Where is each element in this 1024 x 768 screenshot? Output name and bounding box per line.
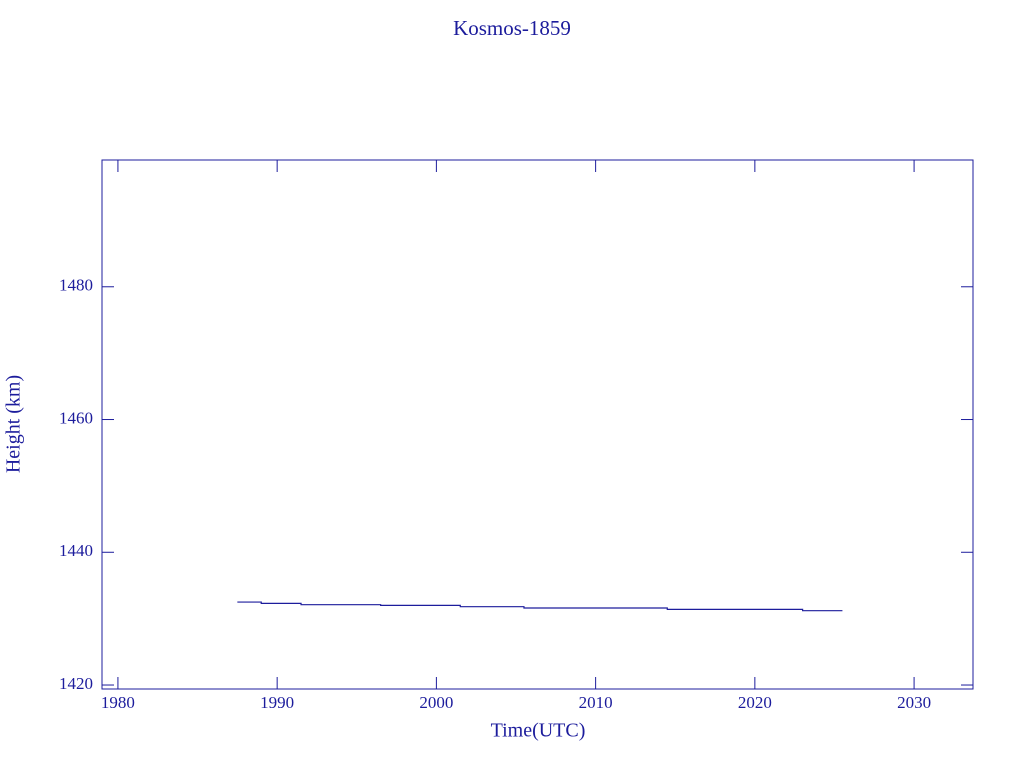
x-axis-label: Time(UTC) — [491, 720, 586, 742]
x-tick-label: 2020 — [738, 693, 772, 712]
y-tick-label: 1440 — [59, 541, 93, 560]
y-tick-label: 1480 — [59, 276, 93, 295]
y-axis-label: Height (km) — [3, 375, 25, 473]
x-tick-label: 2000 — [419, 693, 453, 712]
x-tick-label: 1980 — [101, 693, 135, 712]
plot-frame — [101, 159, 974, 690]
x-tick-label: 2010 — [579, 693, 613, 712]
x-tick-label: 1990 — [260, 693, 294, 712]
chart-title: Kosmos-1859 — [453, 16, 571, 40]
y-tick-label: 1460 — [59, 408, 93, 427]
y-tick-label: 1420 — [59, 674, 93, 693]
x-tick-label: 2030 — [897, 693, 931, 712]
data-line — [237, 601, 843, 612]
